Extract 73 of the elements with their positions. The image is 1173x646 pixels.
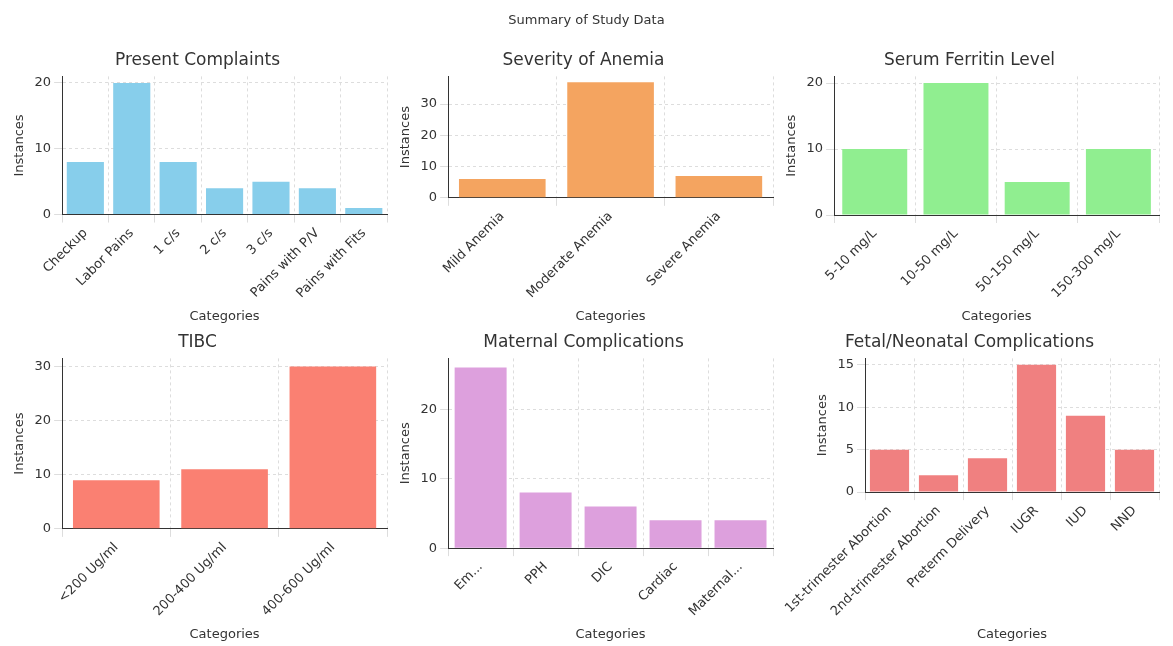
y-tick-label: 0 bbox=[814, 206, 824, 222]
bar bbox=[181, 469, 268, 529]
x-axis-title: Categories bbox=[575, 625, 646, 641]
bar bbox=[159, 161, 197, 215]
x-axis-title: Categories bbox=[575, 307, 646, 323]
y-tick-label: 10 bbox=[806, 140, 824, 156]
bar bbox=[458, 179, 546, 198]
x-tick-label: DIC bbox=[588, 558, 616, 586]
chart-title: Fetal/Neonatal Complications bbox=[844, 330, 1095, 351]
y-tick-label: 20 bbox=[34, 412, 52, 428]
y-tick-label: 20 bbox=[34, 74, 52, 90]
chart-title: Maternal Complications bbox=[483, 330, 684, 351]
y-tick-label: 30 bbox=[34, 357, 52, 373]
y-tick-label: 15 bbox=[837, 356, 854, 372]
bar bbox=[113, 82, 151, 215]
y-axis-title: Instances bbox=[11, 114, 27, 177]
y-axis-title: Instances bbox=[814, 394, 830, 457]
chart-title: Serum Ferritin Level bbox=[883, 48, 1056, 69]
bar bbox=[584, 506, 637, 548]
y-axis-title: Instances bbox=[783, 114, 799, 177]
chart-title: TIBC bbox=[177, 330, 217, 351]
y-tick-label: 20 bbox=[420, 126, 438, 142]
y-tick-label: 10 bbox=[420, 470, 438, 486]
x-axis-title: Categories bbox=[961, 307, 1032, 323]
x-axis-title: Categories bbox=[976, 625, 1048, 641]
bar bbox=[66, 161, 104, 215]
bar bbox=[252, 181, 290, 215]
y-tick-label: 10 bbox=[34, 140, 52, 156]
bar bbox=[289, 366, 377, 529]
y-tick-label: 30 bbox=[420, 95, 438, 111]
bar bbox=[1065, 415, 1106, 492]
y-tick-label: 10 bbox=[34, 466, 52, 482]
y-axis-title: Instances bbox=[397, 105, 413, 169]
bar bbox=[923, 83, 989, 215]
y-tick-label: 0 bbox=[428, 539, 438, 555]
bar bbox=[649, 520, 702, 548]
bar bbox=[519, 492, 572, 548]
bar bbox=[345, 207, 383, 215]
y-tick-label: 0 bbox=[42, 205, 52, 221]
bar bbox=[567, 82, 654, 198]
bar bbox=[869, 449, 910, 492]
y-tick-label: 0 bbox=[428, 189, 438, 205]
bar bbox=[967, 458, 1008, 492]
text: Summary of Study Data bbox=[508, 12, 665, 27]
x-tick-label: 1 c/s bbox=[150, 224, 183, 258]
bar bbox=[675, 175, 763, 198]
y-tick-label: 20 bbox=[420, 400, 438, 416]
bar bbox=[842, 149, 908, 215]
bar bbox=[206, 188, 244, 215]
x-tick-label: 3 c/s bbox=[243, 224, 276, 258]
x-tick-label: 2 c/s bbox=[196, 224, 230, 258]
x-axis-title: Categories bbox=[189, 307, 260, 323]
bar bbox=[1085, 149, 1151, 215]
y-tick-label: 0 bbox=[42, 520, 52, 536]
y-axis-title: Instances bbox=[11, 412, 27, 475]
x-tick-label: IUD bbox=[1062, 502, 1091, 530]
bar bbox=[1004, 182, 1070, 215]
bar bbox=[918, 475, 959, 492]
bar bbox=[1016, 364, 1057, 492]
x-axis-title: Categories bbox=[189, 625, 260, 641]
bar bbox=[72, 480, 160, 529]
y-tick-label: 5 bbox=[845, 441, 854, 457]
y-axis-title: Instances bbox=[397, 422, 413, 485]
bar bbox=[1114, 449, 1155, 492]
bar bbox=[454, 367, 507, 548]
bar bbox=[298, 188, 336, 215]
y-tick-label: 20 bbox=[806, 74, 824, 90]
chart-title: Present Complaints bbox=[115, 48, 281, 69]
y-tick-label: 10 bbox=[420, 157, 438, 173]
bar bbox=[714, 520, 767, 548]
y-tick-label: 0 bbox=[845, 483, 854, 499]
chart-title: Severity of Anemia bbox=[502, 48, 665, 69]
y-tick-label: 10 bbox=[837, 398, 854, 414]
